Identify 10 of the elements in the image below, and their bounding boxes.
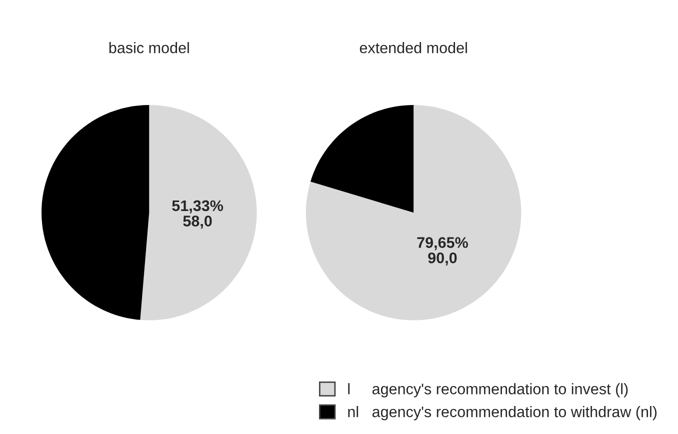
- data-label: 79,65% 90,0: [417, 237, 468, 266]
- legend-label: nl agency's recommendation to withdraw (nl): [348, 406, 657, 420]
- data-label: 51,33% 58,0: [172, 200, 224, 229]
- chart-title: extended model: [360, 42, 467, 54]
- chart-title: basic model: [109, 42, 189, 54]
- pie-slice: [42, 105, 150, 320]
- pie-slice: [310, 105, 414, 213]
- pie-slice: [306, 105, 522, 320]
- legend-label: l agency's recommendation to invest (l): [348, 383, 628, 398]
- pie-slice: [140, 105, 257, 320]
